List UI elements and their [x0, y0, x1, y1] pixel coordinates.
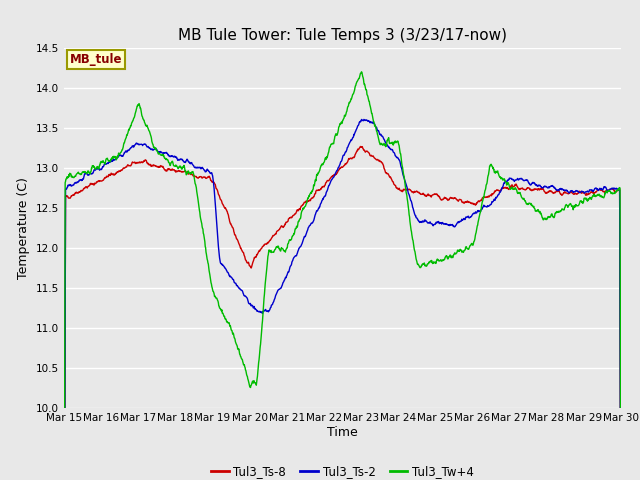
- Title: MB Tule Tower: Tule Temps 3 (3/23/17-now): MB Tule Tower: Tule Temps 3 (3/23/17-now…: [178, 28, 507, 43]
- Y-axis label: Temperature (C): Temperature (C): [17, 177, 30, 279]
- Legend: Tul3_Ts-8, Tul3_Ts-2, Tul3_Tw+4: Tul3_Ts-8, Tul3_Ts-2, Tul3_Tw+4: [206, 461, 479, 480]
- Text: MB_tule: MB_tule: [70, 53, 122, 66]
- X-axis label: Time: Time: [327, 426, 358, 439]
